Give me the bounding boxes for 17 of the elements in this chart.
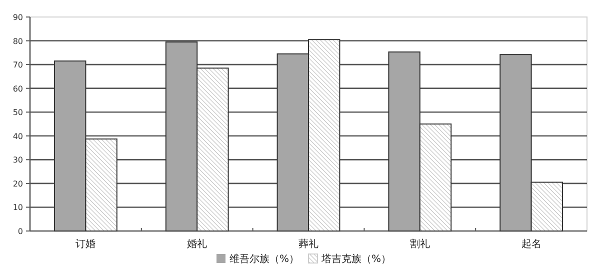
y-tick-label: 10 <box>12 203 23 212</box>
x-tick-label: 割礼 <box>410 238 430 250</box>
y-tick-label: 90 <box>12 13 23 22</box>
x-tick-label: 订婚 <box>76 238 96 250</box>
legend-label: 维吾尔族（%） <box>230 253 300 265</box>
x-tick-label: 葬礼 <box>298 238 318 250</box>
y-tick-label: 50 <box>12 108 23 118</box>
y-tick-label: 0 <box>18 227 23 236</box>
y-tick-label: 30 <box>12 156 23 165</box>
y-tick-label: 60 <box>12 84 23 94</box>
y-tick-label: 70 <box>12 60 23 70</box>
x-tick-label: 婚礼 <box>187 238 208 250</box>
x-tick-label: 起名 <box>521 238 542 250</box>
y-tick-label: 20 <box>12 179 23 188</box>
y-tick-label: 80 <box>12 36 23 46</box>
legend-label: 塔吉克族（%） <box>320 253 392 265</box>
y-tick-label: 40 <box>12 132 23 141</box>
